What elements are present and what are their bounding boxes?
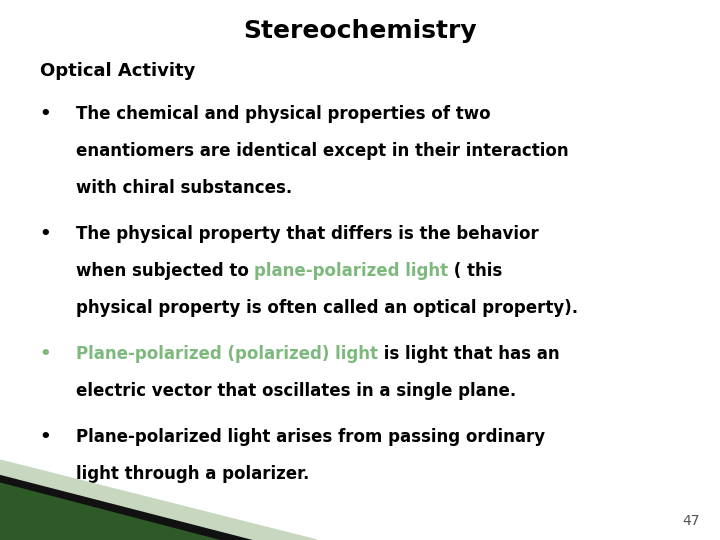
Text: when subjected to: when subjected to <box>76 262 254 280</box>
Text: physical property is often called an optical property).: physical property is often called an opt… <box>76 299 577 316</box>
Text: is light that has an: is light that has an <box>377 345 559 363</box>
Polygon shape <box>0 474 256 540</box>
Polygon shape <box>0 460 317 540</box>
Text: Plane-polarized (polarized) light: Plane-polarized (polarized) light <box>76 345 377 363</box>
Text: enantiomers are identical except in their interaction: enantiomers are identical except in thei… <box>76 142 568 160</box>
Text: plane-polarized light: plane-polarized light <box>254 262 449 280</box>
Text: Stereochemistry: Stereochemistry <box>243 19 477 43</box>
Text: Plane-polarized light arises from passing ordinary: Plane-polarized light arises from passin… <box>76 428 545 446</box>
Text: •: • <box>40 345 51 363</box>
Polygon shape <box>0 467 238 540</box>
Text: The chemical and physical properties of two: The chemical and physical properties of … <box>76 105 490 123</box>
Text: •: • <box>40 428 51 446</box>
Text: electric vector that oscillates in a single plane.: electric vector that oscillates in a sin… <box>76 382 516 400</box>
Text: •: • <box>40 225 51 243</box>
Text: The physical property that differs is the behavior: The physical property that differs is th… <box>76 225 539 243</box>
Text: 47: 47 <box>683 514 700 528</box>
Text: ( this: ( this <box>449 262 503 280</box>
Text: with chiral substances.: with chiral substances. <box>76 179 292 197</box>
Text: Optical Activity: Optical Activity <box>40 62 195 80</box>
Text: light through a polarizer.: light through a polarizer. <box>76 465 309 483</box>
Text: •: • <box>40 105 51 123</box>
